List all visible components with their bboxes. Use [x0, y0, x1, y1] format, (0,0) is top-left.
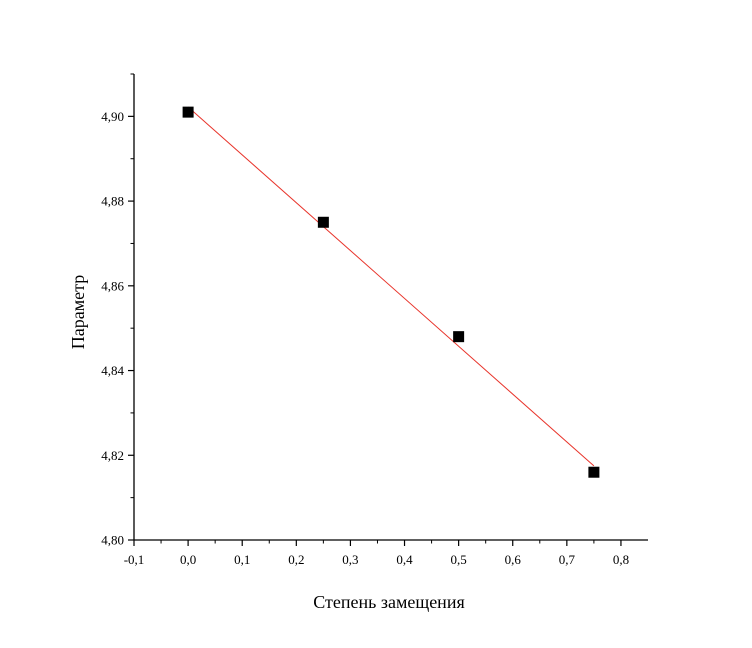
data-point [317, 216, 329, 228]
tick-labels: -0,1 0,0 0,1 0,2 0,3 0,4 0,5 0,6 0,7 0,8 4,80 4,82 4… [101, 109, 629, 567]
x-tick-label: 0,4 [396, 552, 413, 567]
y-tick-label: 4,86 [101, 278, 124, 293]
x-tick-label: 0,1 [234, 552, 250, 567]
data-point [588, 466, 600, 478]
x-tick-label: 0,6 [505, 552, 522, 567]
fit-line-group [187, 106, 595, 467]
fit-line [187, 106, 595, 467]
axes [128, 73, 648, 546]
x-axis-title: Степень замещения [313, 592, 464, 612]
x-tick-label: 0,2 [288, 552, 304, 567]
y-axis-title: Параметр [68, 275, 88, 349]
y-tick-label: 4,80 [101, 533, 124, 548]
x-tick-label: 0,3 [342, 552, 358, 567]
x-tick-label: 0,5 [451, 552, 467, 567]
y-tick-label: 4,82 [101, 448, 124, 463]
data-point [453, 331, 465, 343]
y-tick-label: 4,84 [101, 363, 124, 378]
data-point [182, 106, 194, 118]
x-tick-label: 0,7 [559, 552, 576, 567]
x-tick-label: 0,0 [180, 552, 196, 567]
y-tick-label: 4,88 [101, 194, 124, 209]
data-points [182, 106, 600, 478]
x-tick-label: 0,8 [613, 552, 629, 567]
y-tick-label: 4,90 [101, 109, 124, 124]
x-tick-label: -0,1 [124, 552, 145, 567]
